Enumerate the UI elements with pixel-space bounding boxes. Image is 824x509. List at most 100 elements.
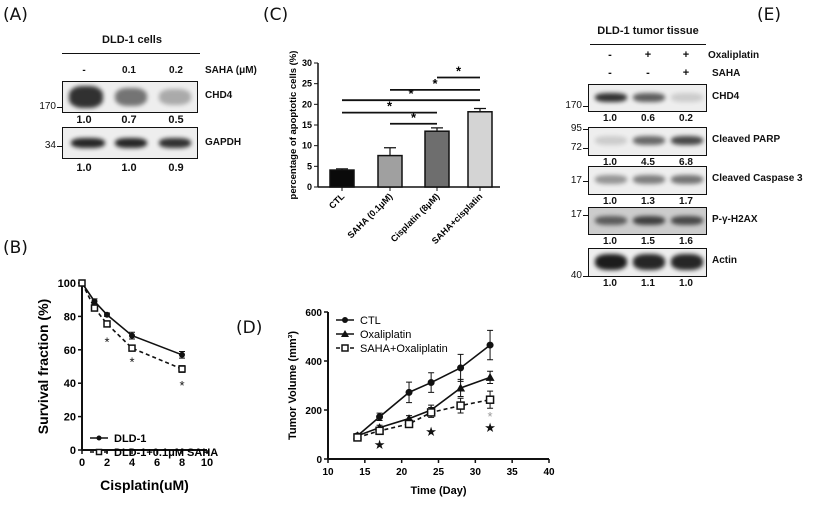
data-point <box>485 372 495 381</box>
y-tick-label: 100 <box>58 278 76 290</box>
data-point <box>405 388 413 396</box>
x-axis-label: Cisplatin(uM) <box>100 477 189 493</box>
panel-a-title: DLD-1 cells <box>102 34 162 46</box>
quant-value: 1.0 <box>679 278 693 289</box>
lane-sign: - <box>646 67 650 79</box>
y-tick-label: 80 <box>64 311 76 323</box>
quant-value: 6.8 <box>679 157 693 168</box>
x-tick-label: 4 <box>129 457 136 469</box>
series-line <box>357 398 491 439</box>
quant-value: 1.0 <box>121 162 137 174</box>
significance-marker: * <box>104 334 109 349</box>
legend-label: DLD-1 <box>114 433 146 445</box>
blot-actin <box>588 248 707 277</box>
y-tick-label: 20 <box>64 412 76 424</box>
y-axis-label: Survival fraction (%) <box>35 299 51 434</box>
significance-marker: * <box>456 63 462 78</box>
error-bar <box>474 107 486 112</box>
data-point <box>404 419 414 429</box>
lane-sign: + <box>682 49 690 61</box>
y-tick-label: 0 <box>316 455 322 466</box>
data-point <box>91 298 98 305</box>
blot-chd4 <box>588 84 707 112</box>
y-tick-label: 10 <box>302 141 312 151</box>
data-point <box>457 364 465 372</box>
lane-sign: + <box>682 67 690 79</box>
panel-label-d: (D) <box>236 318 263 338</box>
row-label: SAHA <box>712 68 741 79</box>
quant-value: 1.0 <box>603 196 617 207</box>
series-line <box>356 344 491 437</box>
significance-marker: * <box>179 378 184 393</box>
significance-marker: ★ <box>374 437 386 452</box>
data-point <box>128 344 136 352</box>
bar <box>329 169 355 188</box>
legend-label: DLD-1+0.1μM SAHA <box>114 447 218 459</box>
quant-value: 1.3 <box>641 196 655 207</box>
legend-marker <box>96 435 102 441</box>
series-line <box>81 282 183 356</box>
significance-marker: * <box>129 354 134 369</box>
x-tick-label: 10 <box>322 467 334 478</box>
y-axis-label: percentage of apoptotic cells (%) <box>288 51 299 200</box>
data-point <box>78 279 86 287</box>
lane-label: - <box>82 65 86 76</box>
x-tick-label: 10 <box>201 457 213 469</box>
error-bar <box>336 168 348 171</box>
lane-sign: + <box>644 49 652 61</box>
quant-value: 0.6 <box>641 113 655 124</box>
blot-label: P-γ-H2AX <box>712 214 758 225</box>
x-tick-label: 25 <box>433 467 445 478</box>
data-point <box>90 304 99 312</box>
significance-marker: * <box>411 110 417 125</box>
blot-label: GAPDH <box>205 137 242 148</box>
blot-p-h2ax <box>588 207 707 235</box>
quant-value: 1.7 <box>679 196 693 207</box>
quant-value: 1.0 <box>603 278 617 289</box>
data-point <box>486 341 494 349</box>
y-axis-label: Tumor Volume (mm³) <box>287 331 299 440</box>
panel-label-b: (B) <box>3 238 28 258</box>
x-tick-label: 20 <box>396 467 408 478</box>
legend-marker <box>341 330 349 337</box>
y-tick-label: 60 <box>64 345 76 357</box>
data-point <box>426 408 436 417</box>
blot-label: Cleaved Caspase 3 <box>712 173 803 184</box>
x-axis-label: Time (Day) <box>410 485 466 497</box>
mw-marker: 40 <box>552 270 588 281</box>
series-line <box>81 282 183 370</box>
quant-value: 0.5 <box>168 114 184 126</box>
quant-value: 4.5 <box>641 157 655 168</box>
legend-marker <box>95 448 103 456</box>
panel-e-title: DLD-1 tumor tissue <box>597 25 699 37</box>
lane-sign: - <box>608 67 612 79</box>
mw-marker: 72 <box>552 142 588 153</box>
blot-cleaved-parp <box>588 127 707 156</box>
data-point <box>353 433 362 442</box>
legend-label: CTL <box>360 315 381 327</box>
bar <box>377 154 403 188</box>
divider <box>62 53 200 54</box>
lane-sign: - <box>608 49 612 61</box>
y-tick-label: 30 <box>302 58 312 68</box>
bar <box>467 111 493 188</box>
quant-value: 0.9 <box>168 162 184 174</box>
row-label: Oxaliplatin <box>708 50 760 61</box>
x-tick-label: 15 <box>359 467 371 478</box>
blot-label: CHD4 <box>205 90 233 101</box>
y-tick-label: 0 <box>307 182 312 192</box>
error-bar <box>431 127 443 132</box>
y-tick-label: 400 <box>305 357 322 368</box>
data-point <box>103 320 111 328</box>
divider <box>590 44 706 45</box>
x-tick-label: SAHA (0.1μM) <box>345 191 394 240</box>
data-point <box>178 365 186 373</box>
x-tick-label: CTL <box>327 191 347 211</box>
data-point <box>375 426 384 436</box>
legend-label: SAHA+Oxaliplatin <box>360 343 448 355</box>
y-tick-label: 5 <box>307 161 312 171</box>
quant-value: 1.0 <box>603 157 617 168</box>
data-point <box>456 383 466 392</box>
